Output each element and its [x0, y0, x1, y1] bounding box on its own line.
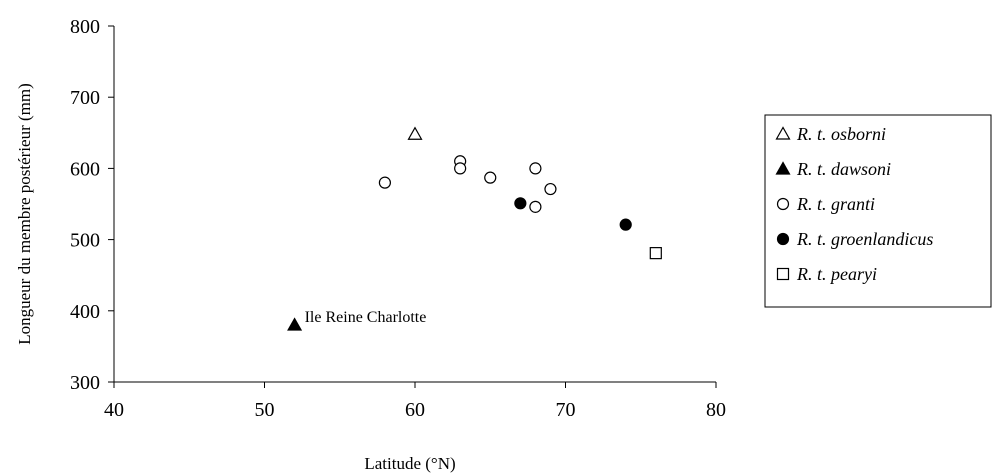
- x-tick-label: 80: [706, 399, 726, 421]
- legend-label: R. t. osborni: [796, 124, 886, 144]
- data-point: [454, 162, 467, 175]
- data-point: [407, 126, 423, 140]
- y-tick-label: 500: [70, 230, 100, 252]
- y-tick-label: 800: [70, 16, 100, 38]
- legend-marker: [776, 232, 790, 246]
- x-tick-label: 50: [255, 399, 275, 421]
- y-tick-label: 400: [70, 301, 100, 323]
- y-tick-label: 600: [70, 158, 100, 180]
- x-tick-label: 70: [556, 399, 576, 421]
- y-axis-title: Longueur du membre postérieur (mm): [15, 83, 34, 345]
- legend-marker: [776, 197, 790, 211]
- annotation-label: Ile Reine Charlotte: [305, 309, 427, 326]
- data-point: [619, 218, 632, 231]
- legend-marker: [776, 267, 790, 281]
- legend-marker: [775, 126, 791, 140]
- legend: R. t. osborni R. t. dawsoni R. t. granti R.…: [764, 114, 992, 308]
- x-axis-title: Latitude (°N): [364, 454, 455, 473]
- x-tick-label: 40: [104, 399, 124, 421]
- data-points: [287, 126, 662, 331]
- legend-label: R. t. dawsoni: [796, 159, 891, 179]
- data-point: [649, 247, 662, 260]
- legend-label: R. t. granti: [796, 194, 875, 214]
- legend-label: R. t. groenlandicus: [796, 229, 933, 249]
- data-point: [544, 182, 557, 196]
- y-tick-label: 300: [70, 372, 100, 394]
- x-tick-label: 60: [405, 399, 425, 421]
- data-point: [514, 197, 527, 210]
- data-point: [529, 200, 542, 213]
- y-tick-label: 700: [70, 87, 100, 109]
- legend-marker: [775, 161, 791, 175]
- data-point: [287, 317, 303, 331]
- data-point: [529, 162, 542, 175]
- legend-label: R. t. pearyi: [796, 264, 877, 284]
- annotations: Ile Reine Charlotte: [305, 309, 427, 326]
- axes: [113, 26, 716, 383]
- legend-box: [764, 114, 992, 308]
- y-axis-ticks: 300 400 500 600 700 800: [70, 16, 114, 394]
- data-point: [484, 171, 497, 184]
- x-axis-ticks: 40 50 60 70 80: [104, 382, 726, 421]
- data-point: [378, 176, 391, 189]
